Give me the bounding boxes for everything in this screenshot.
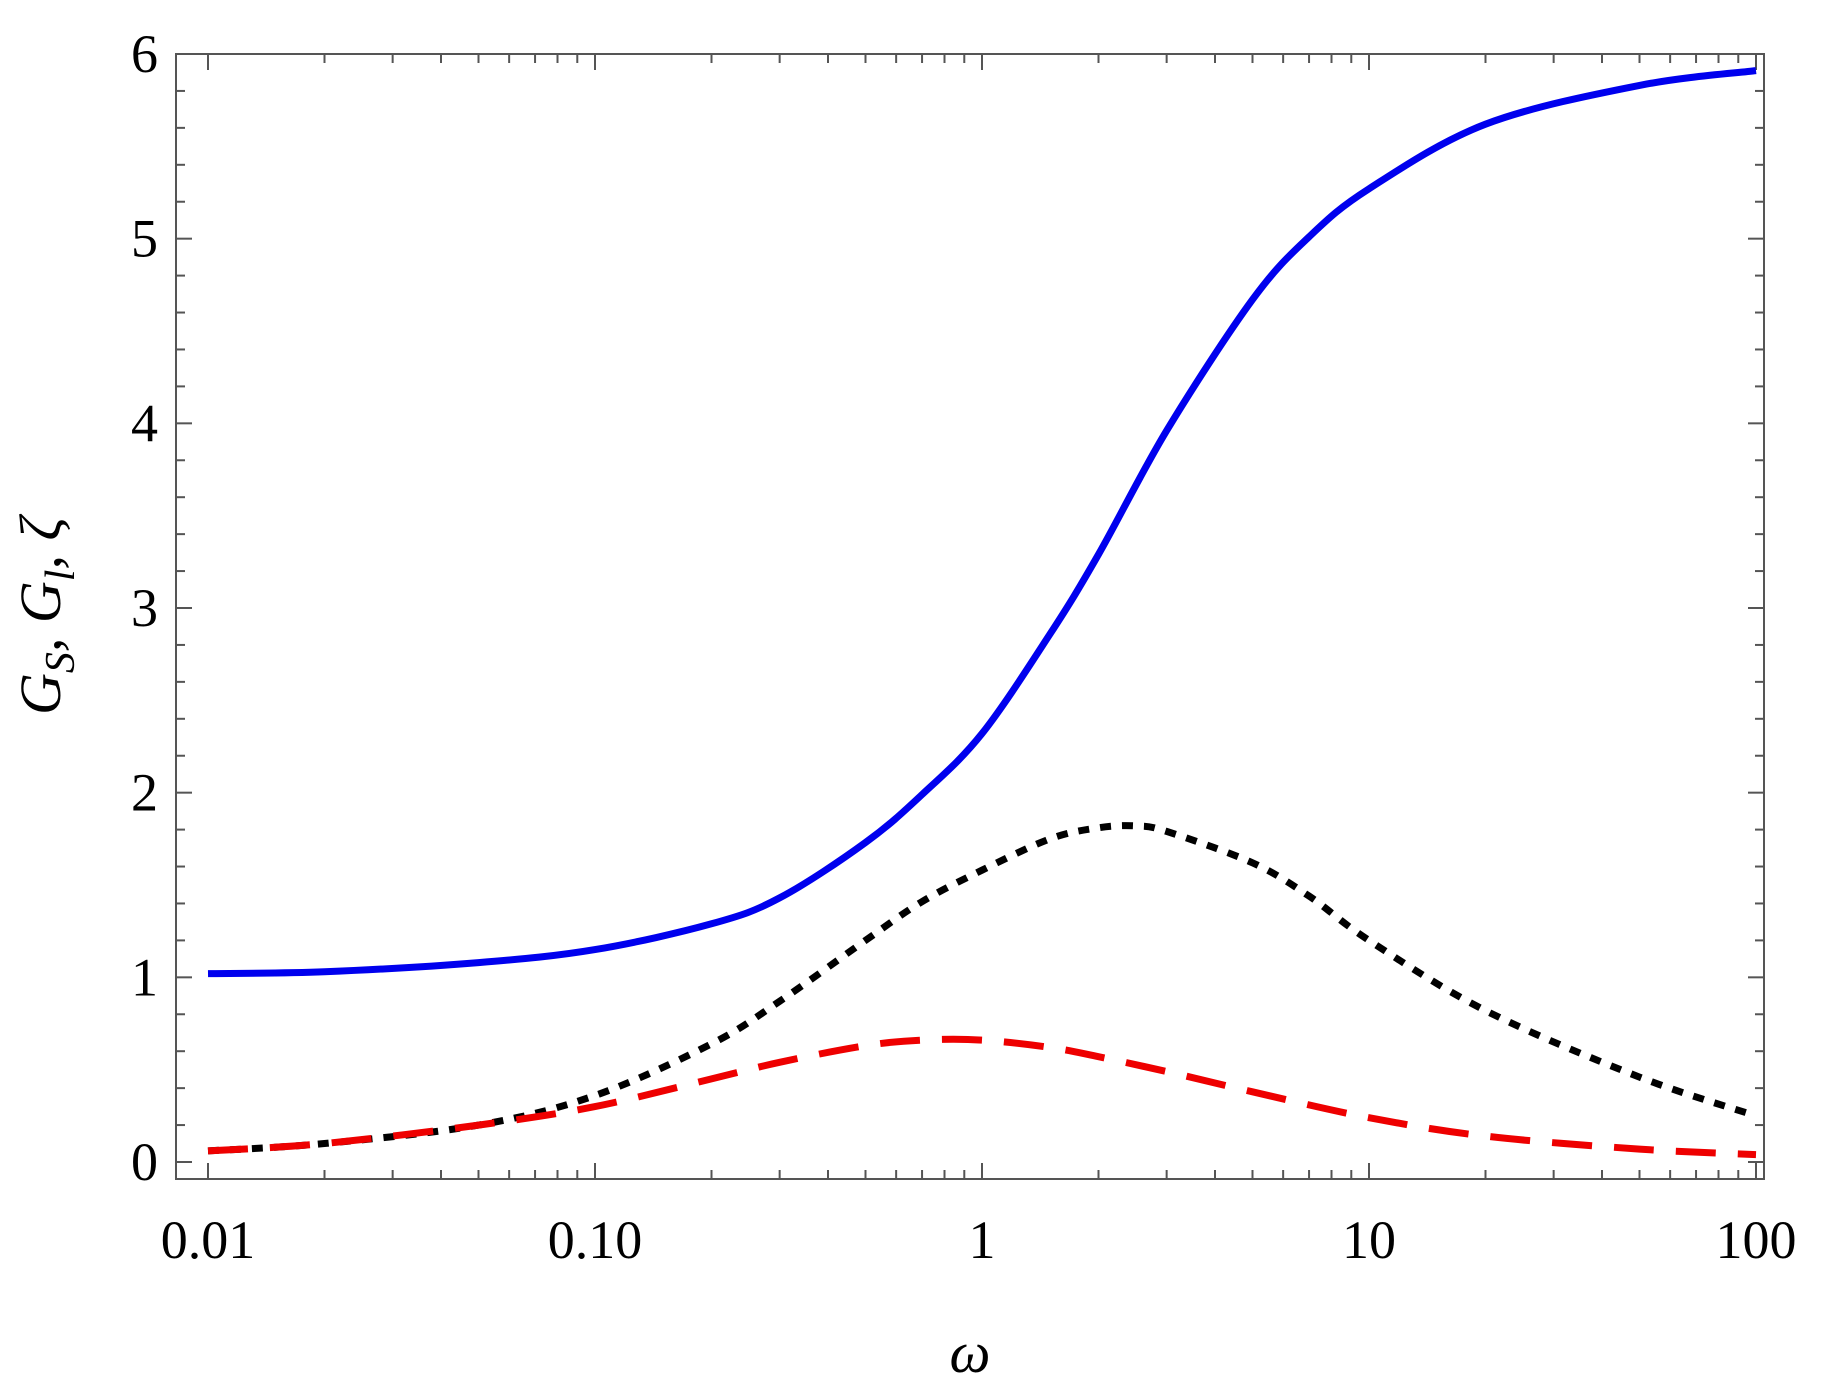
y-tick-label: 2 bbox=[131, 763, 158, 823]
series-layer bbox=[207, 67, 1758, 1159]
x-tick-label: 0.01 bbox=[161, 1210, 256, 1270]
x-tick-label: 100 bbox=[1716, 1210, 1797, 1270]
x-tick-label: 1 bbox=[969, 1210, 996, 1270]
series-line-dashed bbox=[207, 1035, 1757, 1159]
x-axis-title: ω bbox=[950, 1320, 991, 1385]
y-axis-title: GS, Gl, ζ bbox=[8, 514, 84, 715]
series-line-dotted bbox=[207, 822, 1758, 1155]
plot-frame bbox=[175, 53, 1765, 1180]
x-tick-label: 10 bbox=[1342, 1210, 1396, 1270]
x-tick-label: 0.10 bbox=[548, 1210, 643, 1270]
y-tick-label: 6 bbox=[131, 24, 158, 84]
y-tick-label: 1 bbox=[131, 947, 158, 1007]
axis-ticks bbox=[176, 53, 1764, 1179]
tick-labels: 0.01 0.10 1 10 100 0 1 2 3 4 5 6 bbox=[131, 24, 1797, 1270]
series-line-solid bbox=[207, 67, 1757, 978]
y-tick-label: 0 bbox=[131, 1132, 158, 1192]
y-tick-label: 4 bbox=[131, 393, 158, 453]
y-tick-label: 3 bbox=[131, 578, 158, 638]
y-tick-label: 5 bbox=[131, 209, 158, 269]
